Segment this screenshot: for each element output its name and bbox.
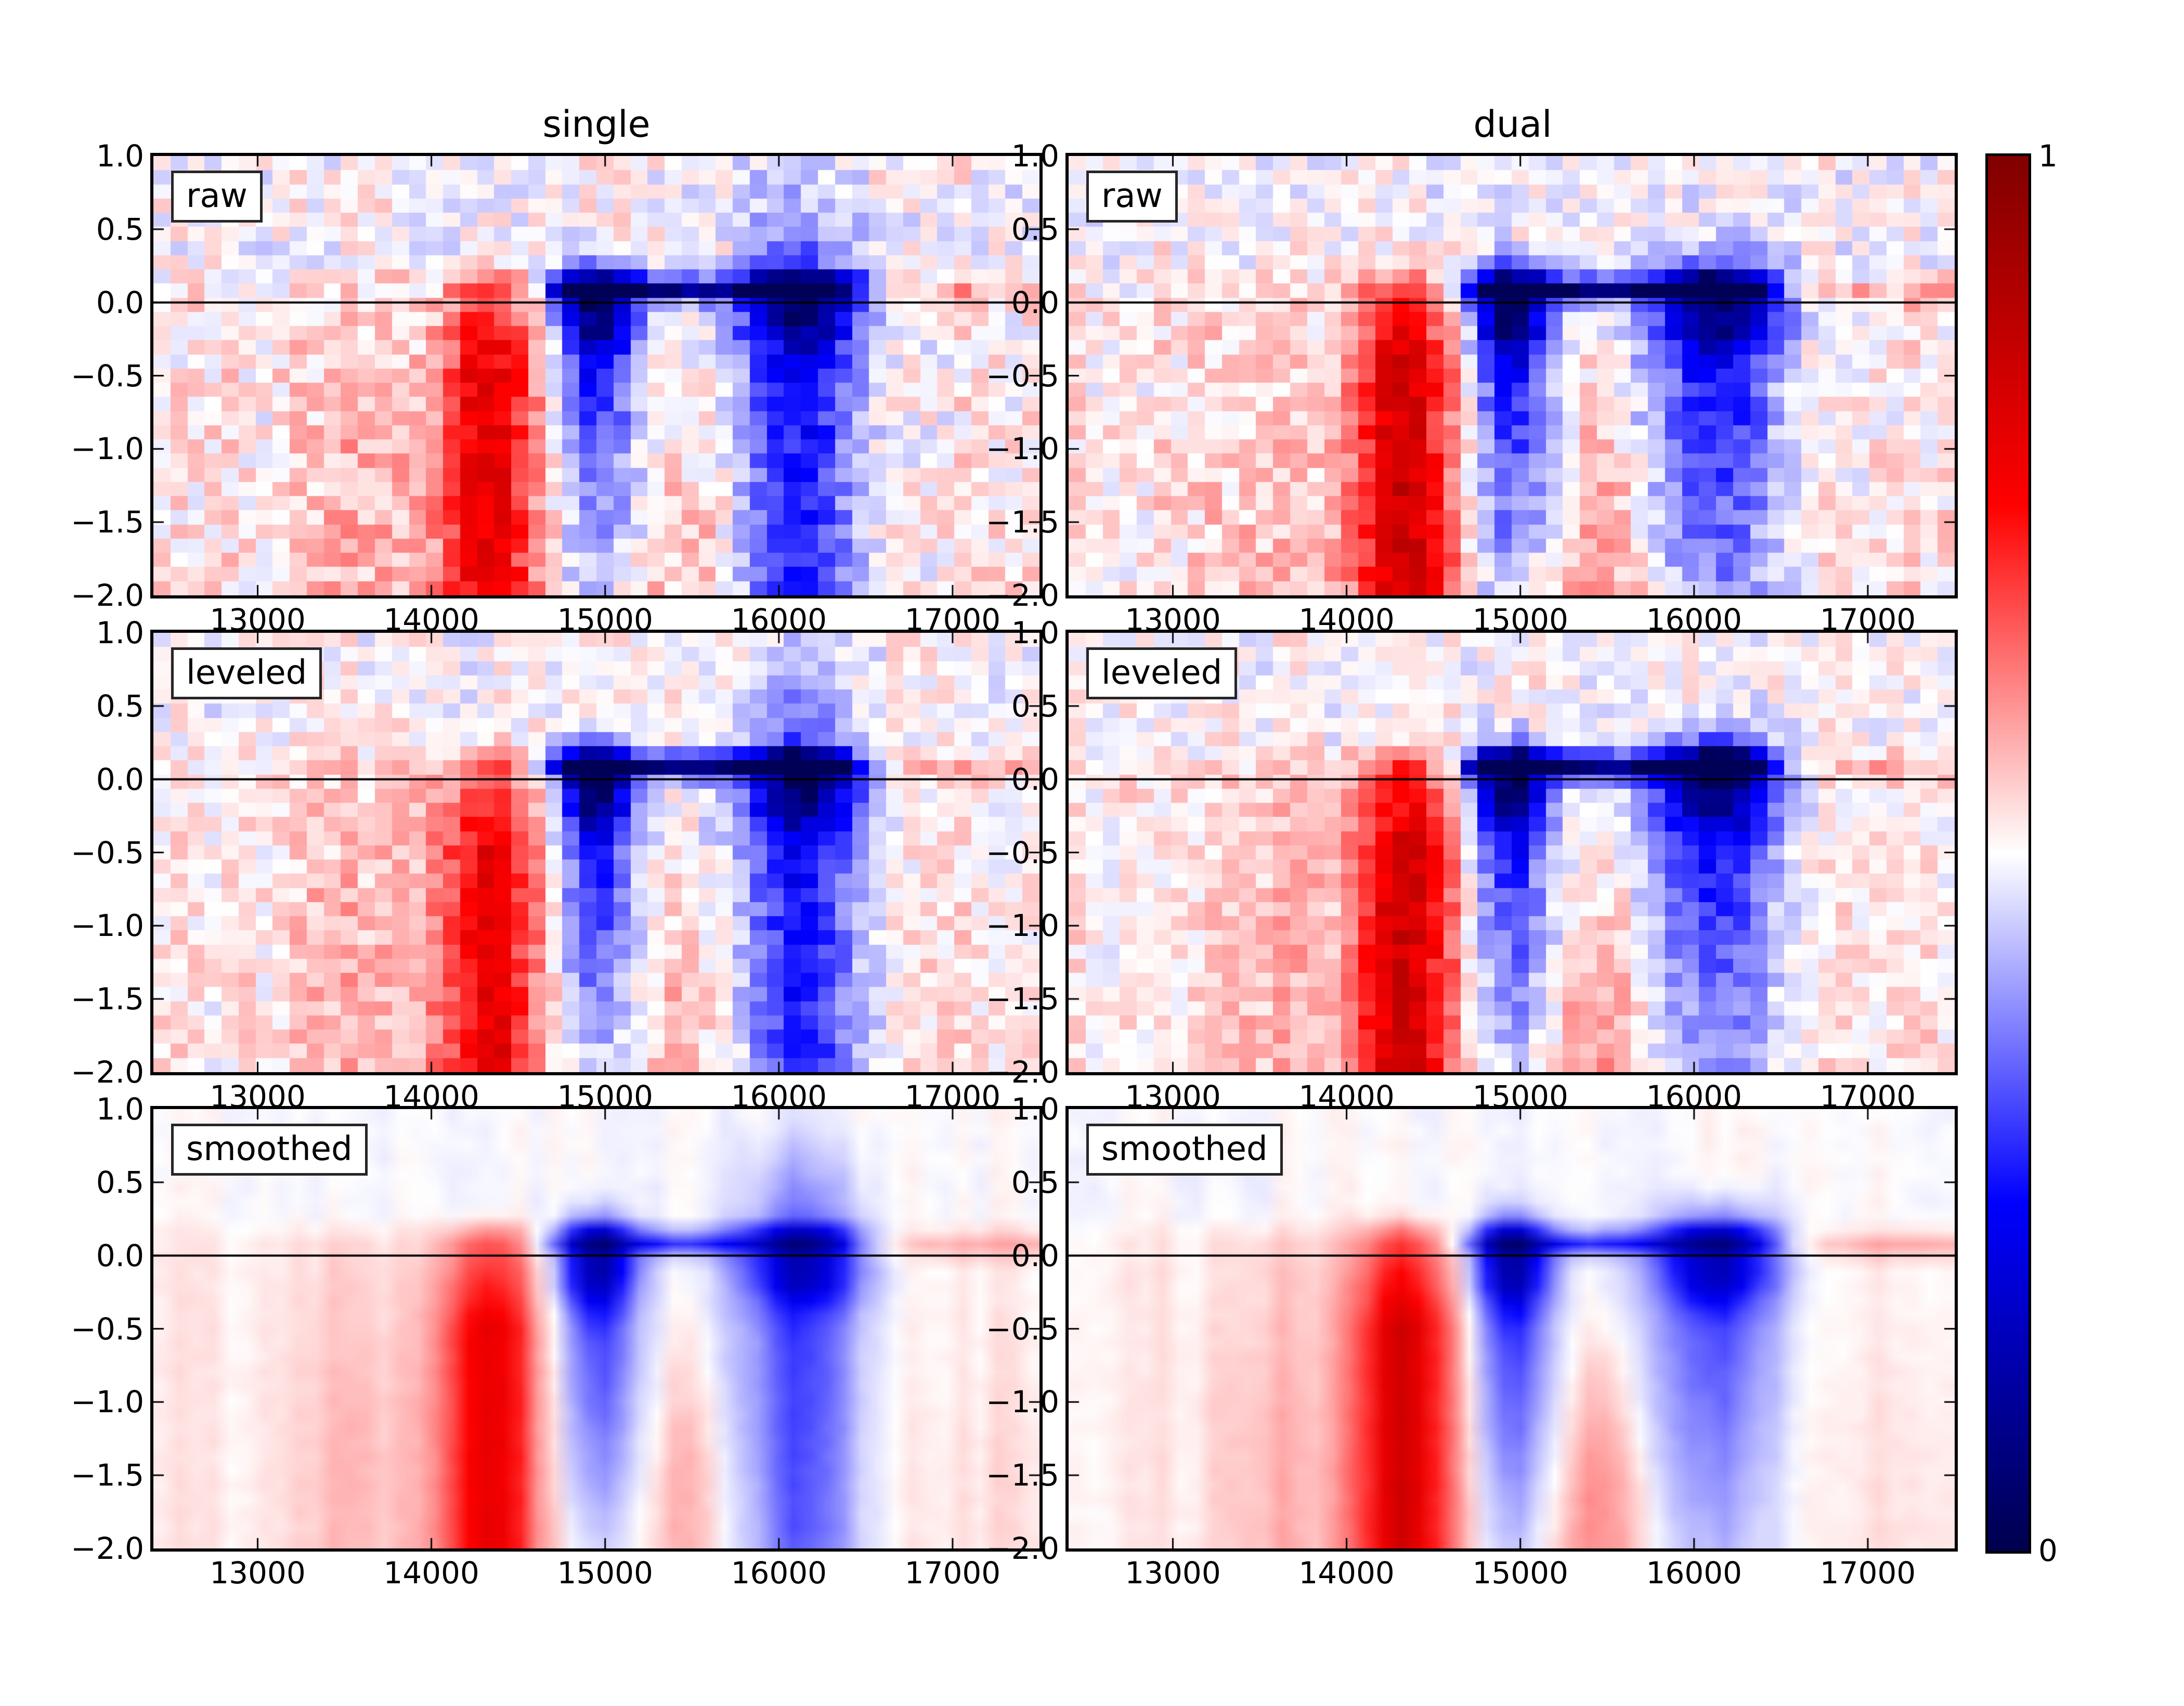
- y-tick-label-single-leveled-−0.5: −0.5: [71, 835, 144, 870]
- y-tick-label-single-raw-0.5: 0.5: [96, 211, 144, 247]
- row-label-raw: raw: [171, 171, 263, 223]
- row-label-raw: raw: [1086, 171, 1178, 223]
- x-tick-label-dual-smoothed-17000: 17000: [1819, 1555, 1916, 1591]
- x-tick-label-single-raw-17000: 17000: [904, 602, 1001, 637]
- y-tick-label-dual-leveled-−0.5: −0.5: [986, 835, 1059, 870]
- y-tick-label-single-smoothed-−2.0: −2.0: [71, 1531, 144, 1566]
- x-tick-label-single-raw-16000: 16000: [731, 602, 827, 637]
- y-tick-label-dual-raw-−1.0: −1.0: [986, 431, 1059, 467]
- heatmap-canvas-smoothed-single: [153, 1109, 1039, 1548]
- heatmap-canvas-raw-single: [153, 156, 1039, 595]
- y-tick-label-dual-leveled-0.0: 0.0: [1011, 761, 1059, 797]
- panel-smoothed-dual: smoothed: [1065, 1106, 1958, 1552]
- y-tick-label-dual-raw-0.5: 0.5: [1011, 211, 1059, 247]
- y-tick-label-single-raw-−2.0: −2.0: [71, 578, 144, 613]
- y-tick-label-dual-raw-−0.5: −0.5: [986, 358, 1059, 394]
- panel-smoothed-single: smoothed: [150, 1106, 1043, 1552]
- colorbar-top-label: 1: [2038, 138, 2058, 174]
- y-tick-label-dual-raw-−2.0: −2.0: [986, 578, 1059, 613]
- colorbar-bottom-label: 0: [2038, 1533, 2058, 1568]
- y-tick-label-single-raw-−1.5: −1.5: [71, 504, 144, 540]
- y-tick-label-dual-smoothed-0.5: 0.5: [1011, 1164, 1059, 1200]
- x-tick-label-dual-leveled-13000: 13000: [1125, 1079, 1221, 1114]
- x-tick-label-dual-raw-13000: 13000: [1125, 602, 1221, 637]
- y-tick-label-single-smoothed-−0.5: −0.5: [71, 1311, 144, 1347]
- x-tick-label-single-smoothed-15000: 15000: [557, 1555, 653, 1591]
- y-tick-label-dual-leveled-−2.0: −2.0: [986, 1054, 1059, 1090]
- column-title-single: single: [542, 103, 651, 146]
- y-tick-label-dual-raw-−1.5: −1.5: [986, 504, 1059, 540]
- x-tick-label-single-leveled-14000: 14000: [383, 1079, 479, 1114]
- y-tick-label-dual-smoothed-−1.5: −1.5: [986, 1457, 1059, 1493]
- x-tick-label-single-smoothed-16000: 16000: [731, 1555, 827, 1591]
- x-tick-label-dual-leveled-14000: 14000: [1298, 1079, 1395, 1114]
- x-tick-label-single-raw-15000: 15000: [557, 602, 653, 637]
- heatmap-canvas-smoothed-dual: [1069, 1109, 1955, 1548]
- x-tick-label-dual-smoothed-13000: 13000: [1125, 1555, 1221, 1591]
- x-tick-label-dual-smoothed-15000: 15000: [1472, 1555, 1568, 1591]
- y-tick-label-single-raw-1.0: 1.0: [96, 138, 144, 174]
- y-tick-label-single-leveled-0.0: 0.0: [96, 761, 144, 797]
- y-tick-label-dual-leveled-1.0: 1.0: [1011, 615, 1059, 650]
- y-tick-label-dual-raw-1.0: 1.0: [1011, 138, 1059, 174]
- y-tick-label-dual-leveled-−1.5: −1.5: [986, 981, 1059, 1017]
- y-tick-label-single-leveled-−1.5: −1.5: [71, 981, 144, 1017]
- y-tick-label-single-smoothed-−1.0: −1.0: [71, 1384, 144, 1420]
- panel-raw-single: raw: [150, 153, 1043, 598]
- x-tick-label-dual-raw-15000: 15000: [1472, 602, 1568, 637]
- y-tick-label-single-leveled-−1.0: −1.0: [71, 908, 144, 944]
- x-tick-label-dual-smoothed-16000: 16000: [1646, 1555, 1743, 1591]
- x-tick-label-single-leveled-16000: 16000: [731, 1079, 827, 1114]
- y-tick-label-single-raw-−1.0: −1.0: [71, 431, 144, 467]
- y-tick-label-single-smoothed-−1.5: −1.5: [71, 1457, 144, 1493]
- y-tick-label-single-smoothed-0.0: 0.0: [96, 1238, 144, 1273]
- x-tick-label-single-leveled-17000: 17000: [904, 1079, 1001, 1114]
- x-tick-label-dual-leveled-17000: 17000: [1819, 1079, 1916, 1114]
- y-tick-label-dual-smoothed-1.0: 1.0: [1011, 1091, 1059, 1127]
- x-tick-label-dual-leveled-15000: 15000: [1472, 1079, 1568, 1114]
- column-title-dual: dual: [1473, 103, 1552, 146]
- x-tick-label-single-smoothed-14000: 14000: [383, 1555, 479, 1591]
- x-tick-label-single-leveled-13000: 13000: [210, 1079, 306, 1114]
- colorbar: [1985, 153, 2031, 1554]
- heatmap-canvas-leveled-single: [153, 633, 1039, 1072]
- x-tick-label-single-leveled-15000: 15000: [557, 1079, 653, 1114]
- y-tick-label-dual-raw-0.0: 0.0: [1011, 284, 1059, 320]
- y-tick-label-dual-leveled-−1.0: −1.0: [986, 908, 1059, 944]
- x-tick-label-single-smoothed-13000: 13000: [210, 1555, 306, 1591]
- row-label-leveled: leveled: [1086, 647, 1238, 699]
- y-tick-label-dual-leveled-0.5: 0.5: [1011, 688, 1059, 724]
- x-tick-label-single-raw-13000: 13000: [210, 602, 306, 637]
- row-label-leveled: leveled: [171, 647, 322, 699]
- x-tick-label-dual-raw-14000: 14000: [1298, 602, 1395, 637]
- x-tick-label-dual-raw-16000: 16000: [1646, 602, 1743, 637]
- y-tick-label-single-leveled-−2.0: −2.0: [71, 1054, 144, 1090]
- x-tick-label-dual-leveled-16000: 16000: [1646, 1079, 1743, 1114]
- row-label-smoothed: smoothed: [171, 1124, 368, 1176]
- panel-leveled-dual: leveled: [1065, 630, 1958, 1075]
- y-tick-label-single-raw-0.0: 0.0: [96, 284, 144, 320]
- y-tick-label-dual-smoothed-−1.0: −1.0: [986, 1384, 1059, 1420]
- y-tick-label-single-leveled-0.5: 0.5: [96, 688, 144, 724]
- y-tick-label-single-smoothed-1.0: 1.0: [96, 1091, 144, 1127]
- x-tick-label-dual-smoothed-14000: 14000: [1298, 1555, 1395, 1591]
- y-tick-label-dual-smoothed-−0.5: −0.5: [986, 1311, 1059, 1347]
- y-tick-label-single-leveled-1.0: 1.0: [96, 615, 144, 650]
- heatmap-canvas-raw-dual: [1069, 156, 1955, 595]
- panel-leveled-single: leveled: [150, 630, 1043, 1075]
- y-tick-label-dual-smoothed-0.0: 0.0: [1011, 1238, 1059, 1273]
- heatmap-canvas-leveled-dual: [1069, 633, 1955, 1072]
- y-tick-label-single-smoothed-0.5: 0.5: [96, 1164, 144, 1200]
- panel-raw-dual: raw: [1065, 153, 1958, 598]
- y-tick-label-dual-smoothed-−2.0: −2.0: [986, 1531, 1059, 1566]
- y-tick-label-single-raw-−0.5: −0.5: [71, 358, 144, 394]
- x-tick-label-single-raw-14000: 14000: [383, 602, 479, 637]
- x-tick-label-single-smoothed-17000: 17000: [904, 1555, 1001, 1591]
- row-label-smoothed: smoothed: [1086, 1124, 1283, 1176]
- x-tick-label-dual-raw-17000: 17000: [1819, 602, 1916, 637]
